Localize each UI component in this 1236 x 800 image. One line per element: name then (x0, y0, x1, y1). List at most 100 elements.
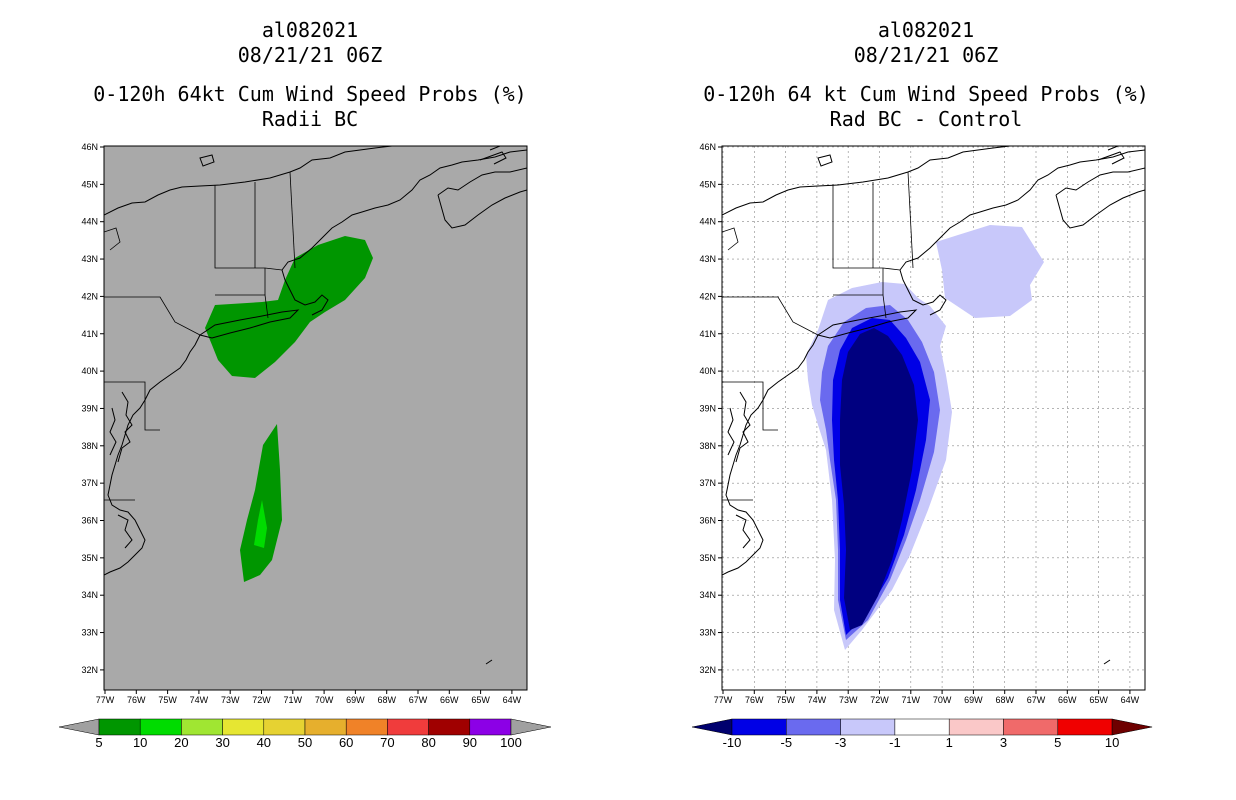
right-datetime: 08/21/21 06Z (853, 43, 999, 67)
colorbar-label: 70 (380, 735, 394, 750)
colorbar-segment (948, 718, 1004, 736)
lat-label: 42N (81, 291, 98, 301)
right-lat-axis: 46N 45N 44N 43N 42N 41N 40N 39N 38N 37N 36N 35N 34N 3… (699, 142, 722, 675)
left-contour-track (240, 424, 282, 582)
colorbar-segment (304, 718, 347, 736)
colorbar-label: 80 (421, 735, 435, 750)
colorbar-segment (840, 718, 896, 736)
lon-label: 66W (440, 695, 459, 705)
left-contour-ne (205, 236, 373, 378)
lon-label: 70W (315, 695, 334, 705)
colorbar-segment (345, 718, 388, 736)
lon-label: 65W (471, 695, 490, 705)
lat-label: 32N (81, 665, 98, 675)
right-colorbar: -10 -5 -3 -1 1 3 5 10 (691, 718, 1153, 750)
right-map-frame (721, 145, 1146, 691)
colorbar-label: -5 (781, 735, 793, 750)
lon-label: 73W (839, 695, 858, 705)
lat-label: 44N (81, 217, 98, 227)
colorbar-segment (1057, 718, 1113, 736)
colorbar-segment (263, 718, 306, 736)
lat-label: 38N (699, 441, 716, 451)
right-contour-core (840, 328, 918, 630)
lat-label: 43N (699, 254, 716, 264)
lon-label: 73W (221, 695, 240, 705)
lat-label: 35N (699, 553, 716, 563)
left-map: 46N 45N 44N 43N 42N 41N 40N 39N 38N 37N 36N 35N 34N 3… (81, 142, 528, 705)
colorbar-segment (222, 718, 265, 736)
colorbar-label: 60 (339, 735, 353, 750)
colorbar-label: 30 (215, 735, 229, 750)
lat-label: 37N (699, 478, 716, 488)
colorbar-label: 5 (95, 735, 102, 750)
lat-label: 40N (699, 366, 716, 376)
colorbar-label: 5 (1054, 735, 1061, 750)
colorbar-label: -1 (889, 735, 901, 750)
lat-label: 32N (699, 665, 716, 675)
lat-label: 38N (81, 441, 98, 451)
left-chart-title: 0-120h 64kt Cum Wind Speed Probs (%) (93, 82, 527, 106)
lat-label: 39N (81, 403, 98, 413)
lat-label: 46N (699, 142, 716, 152)
lon-label: 74W (808, 695, 827, 705)
colorbar-segment (428, 718, 471, 736)
colorbar-label: -3 (835, 735, 847, 750)
colorbar-segment (139, 718, 182, 736)
left-storm-id: al082021 (261, 18, 359, 42)
left-datetime: 08/21/21 06Z (237, 43, 383, 67)
lon-label: 77W (714, 695, 733, 705)
lon-label: 76W (745, 695, 764, 705)
colorbar-label: 3 (1000, 735, 1007, 750)
right-chart-subtitle: Rad BC - Control (829, 107, 1023, 131)
lon-label: 71W (902, 695, 921, 705)
lat-label: 39N (699, 403, 716, 413)
right-map: 46N 45N 44N 43N 42N 41N 40N 39N 38N 37N 36N 35N 34N 3… (699, 142, 1146, 705)
colorbar-label: -10 (723, 735, 742, 750)
lat-label: 42N (699, 291, 716, 301)
colorbar-segment (894, 718, 950, 736)
lon-label: 67W (1027, 695, 1046, 705)
lon-label: 70W (933, 695, 952, 705)
lat-label: 46N (81, 142, 98, 152)
lon-label: 66W (1058, 695, 1077, 705)
right-lon-axis: 77W 76W 75W 74W 73W 72W 71W 70W 69W 68W 67W 66W 65W 6… (714, 690, 1140, 705)
lon-label: 75W (776, 695, 795, 705)
colorbar-segment (181, 718, 223, 736)
colorbar-low-arrow (691, 718, 733, 736)
lon-label: 71W (284, 695, 303, 705)
colorbar-label: 50 (298, 735, 312, 750)
lat-label: 44N (699, 217, 716, 227)
colorbar-segment (786, 718, 841, 736)
colorbar-segment (1003, 718, 1059, 736)
right-storm-id: al082021 (877, 18, 975, 42)
lon-label: 69W (964, 695, 983, 705)
lon-label: 74W (190, 695, 209, 705)
right-title-block: al082021 08/21/21 06Z 0-120h 64 kt Cum W… (656, 18, 1196, 132)
colorbar-label: 20 (174, 735, 188, 750)
colorbar-high-arrow (1111, 718, 1153, 736)
left-colorbar: 5 10 20 30 40 50 60 70 80 90 100 (58, 718, 552, 750)
lon-label: 76W (127, 695, 146, 705)
lat-label: 36N (81, 516, 98, 526)
lat-label: 45N (699, 179, 716, 189)
lat-label: 33N (81, 628, 98, 638)
lat-label: 37N (81, 478, 98, 488)
lon-label: 69W (346, 695, 365, 705)
lat-label: 35N (81, 553, 98, 563)
colorbar-label: 10 (1105, 735, 1119, 750)
lon-label: 68W (995, 695, 1014, 705)
right-contour-gulf-of-maine (936, 225, 1044, 318)
lon-label: 64W (1121, 695, 1140, 705)
lat-label: 34N (699, 590, 716, 600)
right-chart-title: 0-120h 64 kt Cum Wind Speed Probs (%) (703, 82, 1149, 106)
lon-label: 77W (96, 695, 115, 705)
lon-label: 67W (409, 695, 428, 705)
colorbar-label: 100 (500, 735, 522, 750)
lon-label: 68W (377, 695, 396, 705)
colorbar-label: 1 (946, 735, 953, 750)
left-contour-core (254, 500, 267, 548)
colorbar-segment (387, 718, 429, 736)
colorbar-label: 10 (133, 735, 147, 750)
lon-label: 75W (158, 695, 177, 705)
lat-label: 40N (81, 366, 98, 376)
